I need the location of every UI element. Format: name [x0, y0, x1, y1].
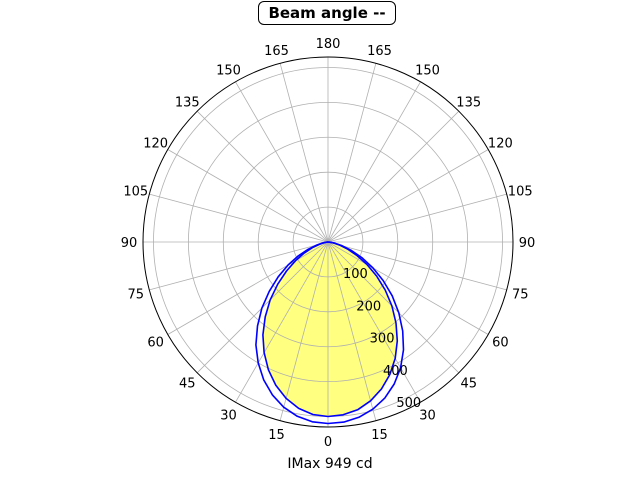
fill-layer [262, 242, 398, 417]
grid-layer [143, 57, 513, 427]
angle-tick-label: 180 [316, 37, 341, 52]
angular-gridline [327, 193, 507, 243]
angular-gridline [327, 63, 377, 243]
angular-gridline [235, 241, 329, 403]
angle-tick-label: 30 [419, 408, 436, 423]
angle-tick-label: 90 [121, 236, 138, 251]
angular-gridline [327, 241, 489, 335]
radial-labels: 100 200 300 400 500 [343, 267, 421, 411]
angle-tick-label: 165 [264, 44, 289, 59]
angle-tick-label: 105 [508, 184, 533, 199]
angular-gridline [279, 63, 329, 243]
angular-gridline [279, 241, 329, 421]
radial-tick-label: 500 [396, 396, 421, 411]
radial-tick-label: 400 [383, 364, 408, 379]
angular-gridline [196, 110, 329, 243]
angle-tick-label: 0 [324, 435, 332, 450]
intensity-curve-1 [262, 241, 399, 418]
polar-outer-frame [142, 56, 514, 428]
angular-gridline [327, 241, 421, 403]
angle-tick-label: 75 [128, 288, 145, 303]
intensity-fill-area [262, 242, 398, 417]
series-layer [255, 241, 405, 425]
angle-tick-label: 120 [488, 137, 513, 152]
angular-gridline [327, 241, 377, 421]
angular-gridline [235, 81, 329, 243]
radial-tick-label: 100 [343, 267, 368, 282]
radial-tick-label: 200 [356, 299, 381, 314]
angle-tick-label: 135 [175, 95, 200, 110]
angle-tick-label: 120 [143, 137, 168, 152]
angle-tick-label: 60 [147, 336, 164, 351]
angular-gridline [327, 241, 460, 374]
angular-gridline [327, 149, 489, 243]
radial-tick-label: 300 [370, 332, 395, 347]
angle-tick-label: 60 [492, 336, 509, 351]
angle-tick-label: 15 [371, 428, 388, 443]
angle-tick-label: 75 [512, 288, 529, 303]
angle-tick-label: 45 [179, 377, 196, 392]
angle-tick-label: 90 [519, 236, 536, 251]
angle-tick-label: 105 [123, 184, 148, 199]
angle-tick-label: 165 [367, 44, 392, 59]
angular-gridline [327, 110, 460, 243]
chart-title: Beam angle -- [258, 1, 396, 25]
angular-gridline [149, 193, 329, 243]
angular-gridline [167, 149, 329, 243]
intensity-curve-2 [255, 241, 405, 425]
angular-gridline [327, 81, 421, 243]
angle-tick-label: 45 [460, 377, 477, 392]
angular-gridline [149, 241, 329, 291]
angle-tick-label: 135 [456, 95, 481, 110]
angular-gridline [167, 241, 329, 335]
angular-gridline [327, 241, 507, 291]
angle-tick-label: 150 [216, 64, 241, 79]
x-axis-label: IMax 949 cd [287, 456, 373, 472]
angle-tick-label: 15 [268, 428, 285, 443]
angle-labels: 0 15 30 45 60 75 90 105 120 135 150 165 180 165 150 135… [121, 37, 536, 450]
angle-tick-label: 150 [415, 64, 440, 79]
angle-tick-label: 30 [220, 408, 237, 423]
